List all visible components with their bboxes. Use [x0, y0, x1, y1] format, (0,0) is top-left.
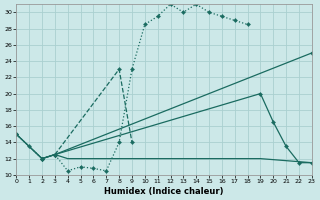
X-axis label: Humidex (Indice chaleur): Humidex (Indice chaleur): [104, 187, 224, 196]
